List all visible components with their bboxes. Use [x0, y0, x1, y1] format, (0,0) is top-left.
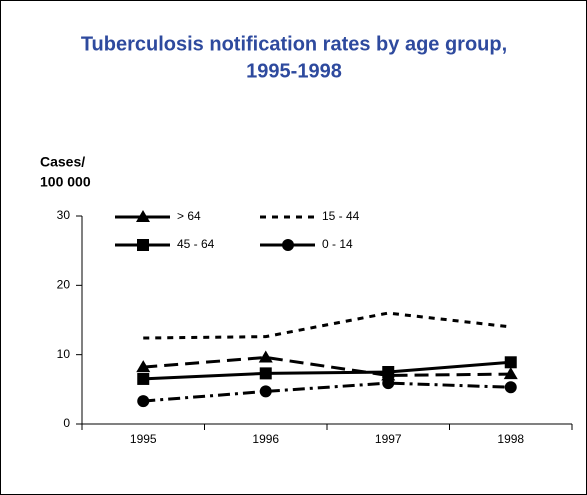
- y-tick-label: 20: [57, 278, 71, 292]
- series-line: [143, 311, 511, 340]
- legend-label: 45 - 64: [177, 237, 215, 251]
- x-tick-label: 1996: [252, 432, 279, 446]
- x-tick-label: 1995: [130, 432, 157, 446]
- legend-label: > 64: [177, 209, 201, 223]
- chart-title: Tuberculosis notification rates by age g…: [81, 33, 507, 55]
- chart-title: 1995-1998: [246, 60, 342, 82]
- x-tick-label: 1998: [497, 432, 524, 446]
- y-tick-label: 30: [57, 208, 71, 222]
- marker: [137, 239, 149, 251]
- y-tick-label: 0: [63, 416, 70, 430]
- y-tick-label: 10: [57, 347, 71, 361]
- y-axis-label: 100 000: [40, 174, 91, 190]
- marker: [382, 377, 395, 390]
- marker: [136, 210, 150, 222]
- series-line: [143, 360, 511, 381]
- marker: [258, 350, 273, 363]
- marker: [259, 385, 272, 398]
- marker: [504, 381, 517, 394]
- y-axis-label: Cases/: [40, 154, 85, 170]
- marker: [137, 372, 150, 385]
- x-tick-label: 1997: [375, 432, 402, 446]
- legend-label: 15 - 44: [322, 209, 360, 223]
- legend-label: 0 - 14: [322, 237, 353, 251]
- series-line: [143, 355, 511, 377]
- series-line: [143, 381, 511, 403]
- marker: [136, 360, 151, 373]
- marker: [382, 366, 395, 378]
- marker: [259, 367, 272, 380]
- marker: [137, 395, 150, 408]
- marker: [282, 239, 294, 251]
- marker: [503, 367, 518, 380]
- marker: [504, 356, 517, 369]
